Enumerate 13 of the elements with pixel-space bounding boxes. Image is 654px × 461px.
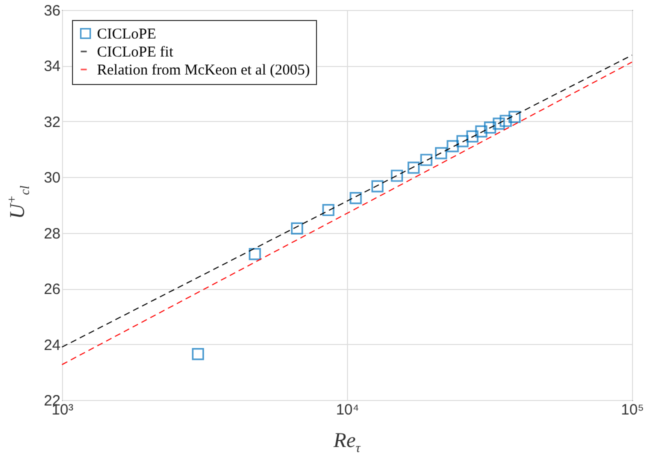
y-tick-label: 24 [44,336,60,354]
x-axis-title: Re$_{τ}$ [334,428,360,456]
y-tick-label: 34 [44,58,60,76]
legend-label: CICLoPE [97,26,156,42]
x-tick-label: 10⁴ [336,402,360,418]
y-tick-label: 26 [44,281,60,298]
x-tick-label: 10⁵ [621,402,644,418]
y-tick-label: 36 [44,2,60,20]
y-tick-label: 32 [44,114,60,131]
legend-label: Relation from McKeon et al (2005) [97,62,310,78]
y-tick-label: 30 [44,170,60,187]
legend-label: CICLoPE fit [97,44,174,60]
y-tick-label: 28 [44,225,60,242]
